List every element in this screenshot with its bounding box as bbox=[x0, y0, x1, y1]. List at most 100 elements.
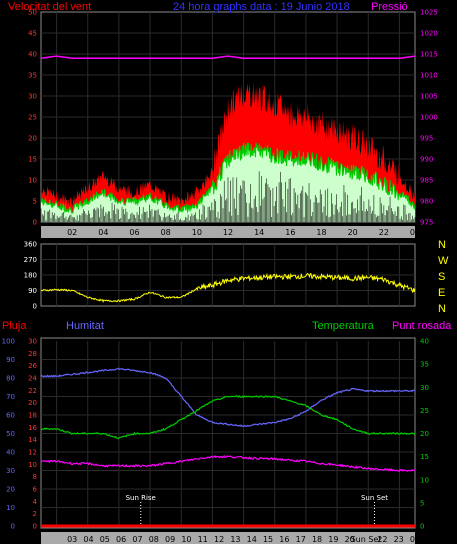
dew-point-label: Punt rosada bbox=[392, 320, 452, 332]
temperature-y-tick: 10 bbox=[420, 476, 429, 484]
climate-x-tick: Sun Set bbox=[351, 535, 382, 544]
climate-x-tick: 04 bbox=[83, 535, 93, 544]
climate-x-tick: 13 bbox=[230, 535, 240, 544]
humidity-y-tick: 0 bbox=[11, 523, 15, 531]
temperature-y-tick: 25 bbox=[420, 407, 429, 415]
climate-x-tick: 00 bbox=[410, 535, 420, 544]
wind-y-tick: 20 bbox=[28, 135, 37, 143]
pressure-y-tick: 1000 bbox=[420, 114, 438, 122]
direction-grid bbox=[41, 244, 415, 306]
humidity-y-tick: 60 bbox=[6, 412, 15, 420]
compass-label: N bbox=[438, 303, 446, 315]
humidity-y-tick: 10 bbox=[6, 504, 15, 512]
climate-x-tick: 17 bbox=[296, 535, 306, 544]
pressure-y-tick: 980 bbox=[420, 198, 433, 206]
climate-x-tick: 19 bbox=[328, 535, 338, 544]
humidity-label: Humitat bbox=[66, 320, 104, 332]
humidity-y-tick: 100 bbox=[2, 338, 15, 346]
humidity-y-tick: 30 bbox=[6, 467, 15, 475]
direction-y-axis: 0 90 180 270 360 bbox=[24, 241, 37, 311]
temperature-y-axis: 0 5 10 15 20 25 30 35 40 bbox=[420, 338, 429, 531]
wind-x-tick: 02 bbox=[67, 228, 77, 237]
temperature-y-tick: 15 bbox=[420, 453, 429, 461]
pressure-y-tick: 985 bbox=[420, 177, 433, 185]
direction-y-tick: 270 bbox=[24, 256, 37, 264]
rain-y-tick: 10 bbox=[28, 461, 37, 469]
wind-x-tick: 10 bbox=[192, 228, 202, 237]
temperature-label: Temperatura bbox=[312, 320, 375, 332]
temperature-y-tick: 0 bbox=[420, 523, 424, 531]
temperature-y-tick: 30 bbox=[420, 384, 429, 392]
climate-x-tick: 12 bbox=[214, 535, 224, 544]
rain-y-tick: 20 bbox=[28, 399, 37, 407]
wind-average-line bbox=[40, 142, 416, 214]
wind-y-tick: 25 bbox=[28, 114, 37, 122]
rain-y-tick: 4 bbox=[33, 498, 38, 506]
climate-lines bbox=[40, 367, 416, 528]
rain-label: Pluja bbox=[2, 320, 27, 332]
humidity-line bbox=[40, 367, 416, 428]
sunrise-label: Sun Rise bbox=[126, 494, 156, 502]
compass-label: S bbox=[438, 271, 445, 283]
wind-x-tick: 06 bbox=[129, 228, 139, 237]
direction-line-trace bbox=[40, 272, 416, 303]
direction-y-tick: 90 bbox=[28, 287, 37, 295]
wind-lines bbox=[40, 55, 416, 214]
humidity-y-tick: 20 bbox=[6, 486, 15, 494]
climate-x-tick: 05 bbox=[100, 535, 110, 544]
rain-y-tick: 30 bbox=[28, 338, 37, 346]
wind-y-tick: 0 bbox=[33, 219, 37, 227]
pressure-y-tick: 1015 bbox=[420, 51, 438, 59]
direction-y-tick: 180 bbox=[24, 272, 37, 280]
wind-x-tick: 16 bbox=[285, 228, 295, 237]
climate-x-tick: 03 bbox=[67, 535, 77, 544]
temperature-y-tick: 40 bbox=[420, 338, 429, 346]
wind-y-tick: 15 bbox=[28, 156, 37, 164]
climate-x-tick: 06 bbox=[116, 535, 126, 544]
climate-x-tick: 10 bbox=[181, 535, 191, 544]
climate-x-tick: 16 bbox=[279, 535, 289, 544]
wind-y-tick: 50 bbox=[28, 9, 37, 17]
sunset-label: Sun Set bbox=[361, 494, 388, 502]
rain-y-tick: 18 bbox=[28, 412, 37, 420]
climate-x-tick: 18 bbox=[312, 535, 322, 544]
wind-x-tick: 12 bbox=[223, 228, 233, 237]
climate-x-axis: 03 04 05 06 07 08 09 10 11 12 13 14 15 16 17 18 19 20Sun … bbox=[67, 535, 420, 544]
climate-x-tick: 20 bbox=[345, 535, 355, 544]
humidity-y-tick: 50 bbox=[6, 430, 15, 438]
direction-y-tick: 360 bbox=[24, 241, 37, 249]
pressure-y-tick: 990 bbox=[420, 156, 433, 164]
wind-y-tick: 10 bbox=[28, 177, 37, 185]
pressure-label: Pressió bbox=[371, 1, 408, 13]
wind-x-tick: 00 bbox=[410, 228, 420, 237]
humidity-y-tick: 40 bbox=[6, 449, 15, 457]
climate-x-tick: 22 bbox=[377, 535, 387, 544]
wind-x-tick: 18 bbox=[316, 228, 326, 237]
rain-y-tick: 0 bbox=[33, 523, 37, 531]
wind-x-axis-band bbox=[41, 226, 415, 238]
humidity-y-tick: 80 bbox=[6, 375, 15, 383]
temperature-y-tick: 5 bbox=[420, 499, 424, 507]
humidity-y-tick: 70 bbox=[6, 393, 15, 401]
rain-y-tick: 26 bbox=[28, 362, 37, 370]
direction-line bbox=[40, 272, 416, 303]
wind-x-tick: 22 bbox=[379, 228, 389, 237]
pressure-y-tick: 1020 bbox=[420, 30, 438, 38]
wind-y-axis-left: 0 5 10 15 20 25 30 35 40 45 50 bbox=[28, 9, 37, 227]
compass-label: E bbox=[438, 287, 445, 299]
wind-speed-label: Velocitat del vent bbox=[8, 1, 91, 13]
climate-x-tick: 15 bbox=[263, 535, 273, 544]
climate-x-tick: 07 bbox=[132, 535, 142, 544]
wind-x-tick: 20 bbox=[348, 228, 358, 237]
rain-y-tick: 14 bbox=[28, 436, 37, 444]
compass-label: N bbox=[438, 239, 446, 251]
humidity-y-tick: 90 bbox=[6, 356, 15, 364]
wind-y-tick: 40 bbox=[28, 51, 37, 59]
rain-y-tick: 28 bbox=[28, 350, 37, 358]
pressure-y-tick: 1010 bbox=[420, 72, 438, 80]
climate-x-tick: 23 bbox=[394, 535, 404, 544]
pressure-y-axis-right: 975 980 985 990 995 1000 1005 1010 1015 1020 1025 bbox=[420, 9, 438, 227]
rain-y-tick: 22 bbox=[28, 387, 37, 395]
